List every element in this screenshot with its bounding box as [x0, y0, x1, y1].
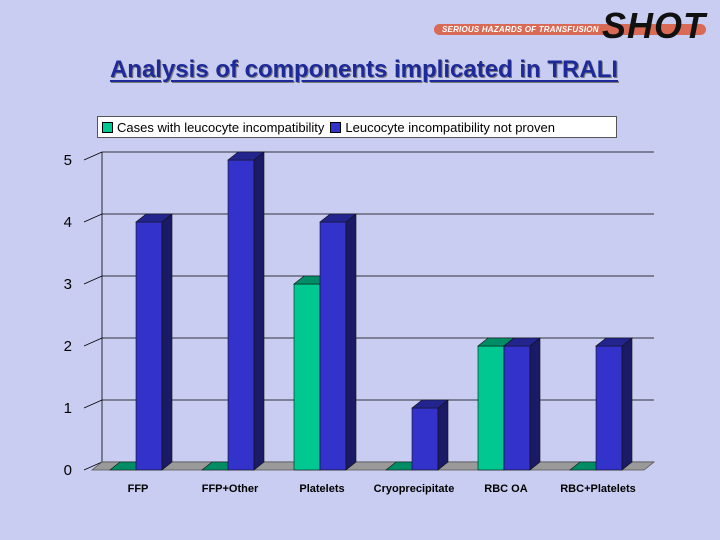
- legend-item-series-2: Leucocyte incompatibility not proven: [330, 120, 555, 135]
- y-tick: [83, 399, 103, 409]
- bar-front: [227, 159, 255, 471]
- bar-side: [621, 337, 633, 471]
- bar-front: [293, 283, 321, 471]
- y-tick: [83, 151, 103, 161]
- logo-bar: [434, 24, 706, 35]
- bar-top: [595, 337, 633, 347]
- legend-swatch-series-1: [102, 121, 113, 133]
- chart-floor: [90, 461, 656, 471]
- bar-front: [503, 345, 531, 471]
- y-tick-label: 2: [64, 338, 72, 355]
- x-category-label: Platelets: [299, 483, 344, 495]
- legend-swatch-series-2: [330, 121, 342, 133]
- bar-front: [135, 221, 163, 471]
- bar-side: [437, 399, 449, 471]
- y-tick-label: 5: [64, 152, 72, 169]
- bar-front: [595, 345, 623, 471]
- bar-side: [345, 213, 357, 471]
- bar-top: [135, 213, 173, 223]
- legend-label-series-1: Cases with leucocyte incompatibility: [117, 119, 325, 135]
- bar-side: [529, 337, 541, 471]
- bar-top: [319, 213, 357, 223]
- x-category-label: FFP: [128, 483, 149, 495]
- y-tick: [83, 213, 103, 223]
- y-tick: [83, 461, 103, 471]
- bar-top: [227, 151, 265, 161]
- y-tick-label: 4: [64, 214, 72, 231]
- slide-title: Analysis of components implicated in TRA…: [109, 56, 619, 83]
- bar-side: [161, 213, 173, 471]
- y-tick-label: 1: [64, 400, 72, 417]
- y-tick: [83, 275, 103, 285]
- chart-legend: Cases with leucocyte incompatibility Leu…: [97, 116, 617, 138]
- bar-top: [411, 399, 449, 409]
- x-category-label: RBC OA: [484, 483, 527, 495]
- shot-logo: SERIOUS HAZARDS OF TRANSFUSION SHOT: [430, 6, 712, 48]
- legend-item-series-1: Cases with leucocyte incompatibility: [102, 120, 324, 135]
- x-category-label: RBC+Platelets: [560, 483, 636, 495]
- bar-top: [503, 337, 541, 347]
- y-tick-label: 3: [64, 276, 72, 293]
- x-category-label: Cryoprecipitate: [374, 483, 455, 495]
- bar-front: [411, 407, 439, 471]
- bar-front: [319, 221, 347, 471]
- y-tick: [83, 337, 103, 347]
- legend-label-series-2: Leucocyte incompatibility not proven: [345, 119, 555, 135]
- bar-front: [477, 345, 505, 471]
- logo-tagline: SERIOUS HAZARDS OF TRANSFUSION: [442, 25, 599, 34]
- bar-side: [253, 151, 265, 471]
- y-tick-label: 0: [64, 462, 72, 479]
- x-category-label: FFP+Other: [202, 483, 259, 495]
- logo-wordmark: SHOT: [601, 5, 706, 46]
